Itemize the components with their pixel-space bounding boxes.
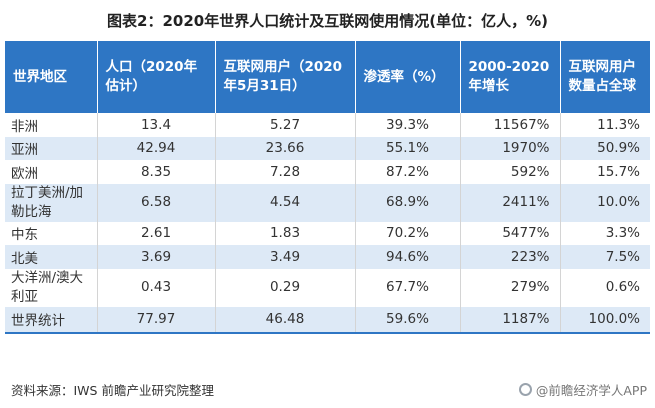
cell-penetration: 55.1% [355,136,461,160]
brand-label: @前瞻经济学人APP [535,383,647,398]
header-global-share: 互联网用户数量占全球 [560,41,650,113]
cell-population: 3.69 [97,245,216,269]
cell-penetration: 87.2% [355,160,461,184]
population-internet-table: 世界地区 人口（2020年估计） 互联网用户（2020年5月31日） 渗透率（%… [5,41,650,334]
header-penetration: 渗透率（%） [355,41,461,113]
cell-region: 世界统计 [5,306,98,334]
qianzhan-logo-icon [518,383,532,396]
table-row: 北美 3.69 3.49 94.6% 223% 7.5% [5,245,650,269]
cell-internet-users: 7.28 [215,160,356,184]
cell-growth: 11567% [460,113,561,137]
cell-region: 非洲 [5,113,98,137]
cell-internet-users: 23.66 [215,136,356,160]
cell-region: 大洋洲/澳大利亚 [5,268,98,307]
cell-region: 欧洲 [5,160,98,184]
cell-growth: 1187% [460,306,561,334]
cell-penetration: 67.7% [355,268,461,307]
cell-global-share: 50.9% [560,136,650,160]
header-internet-users: 互联网用户（2020年5月31日） [215,41,356,113]
cell-growth: 279% [460,268,561,307]
cell-internet-users: 4.54 [215,183,356,222]
table-row: 亚洲 42.94 23.66 55.1% 1970% 50.9% [5,136,650,160]
cell-internet-users: 3.49 [215,245,356,269]
source-note: 资料来源：IWS 前瞻产业研究院整理 [11,383,214,398]
table-row: 拉丁美洲/加勒比海 6.58 4.54 68.9% 2411% 10.0% [5,183,650,222]
cell-growth: 2411% [460,183,561,222]
table-header-row: 世界地区 人口（2020年估计） 互联网用户（2020年5月31日） 渗透率（%… [5,41,650,113]
cell-global-share: 100.0% [560,306,650,334]
cell-global-share: 7.5% [560,245,650,269]
header-population: 人口（2020年估计） [97,41,216,113]
cell-penetration: 59.6% [355,306,461,334]
cell-population: 42.94 [97,136,216,160]
cell-region: 中东 [5,221,98,245]
cell-internet-users: 1.83 [215,221,356,245]
cell-internet-users: 5.27 [215,113,356,137]
cell-population: 0.43 [97,268,216,307]
chart-title: 图表2：2020年世界人口统计及互联网使用情况(单位：亿人，%) [107,12,548,30]
cell-growth: 592% [460,160,561,184]
brand-watermark: @前瞻经济学人APP [518,380,647,399]
table-row: 大洋洲/澳大利亚 0.43 0.29 67.7% 279% 0.6% [5,268,650,307]
cell-penetration: 39.3% [355,113,461,137]
cell-global-share: 11.3% [560,113,650,137]
cell-penetration: 94.6% [355,245,461,269]
cell-penetration: 68.9% [355,183,461,222]
cell-internet-users: 0.29 [215,268,356,307]
cell-internet-users: 46.48 [215,306,356,334]
table-row: 非洲 13.4 5.27 39.3% 11567% 11.3% [5,113,650,137]
cell-population: 8.35 [97,160,216,184]
cell-population: 77.97 [97,306,216,334]
cell-region: 亚洲 [5,136,98,160]
cell-global-share: 15.7% [560,160,650,184]
table-row: 中东 2.61 1.83 70.2% 5477% 3.3% [5,221,650,245]
cell-population: 6.58 [97,183,216,222]
table-row: 欧洲 8.35 7.28 87.2% 592% 15.7% [5,160,650,184]
cell-growth: 223% [460,245,561,269]
cell-region: 拉丁美洲/加勒比海 [5,183,98,222]
header-growth: 2000-2020年增长 [460,41,561,113]
cell-region: 北美 [5,245,98,269]
cell-population: 2.61 [97,221,216,245]
header-region: 世界地区 [5,41,98,113]
cell-growth: 1970% [460,136,561,160]
cell-penetration: 70.2% [355,221,461,245]
cell-global-share: 0.6% [560,268,650,307]
cell-global-share: 3.3% [560,221,650,245]
cell-growth: 5477% [460,221,561,245]
table-row-total: 世界统计 77.97 46.48 59.6% 1187% 100.0% [5,306,650,334]
cell-population: 13.4 [97,113,216,137]
cell-global-share: 10.0% [560,183,650,222]
